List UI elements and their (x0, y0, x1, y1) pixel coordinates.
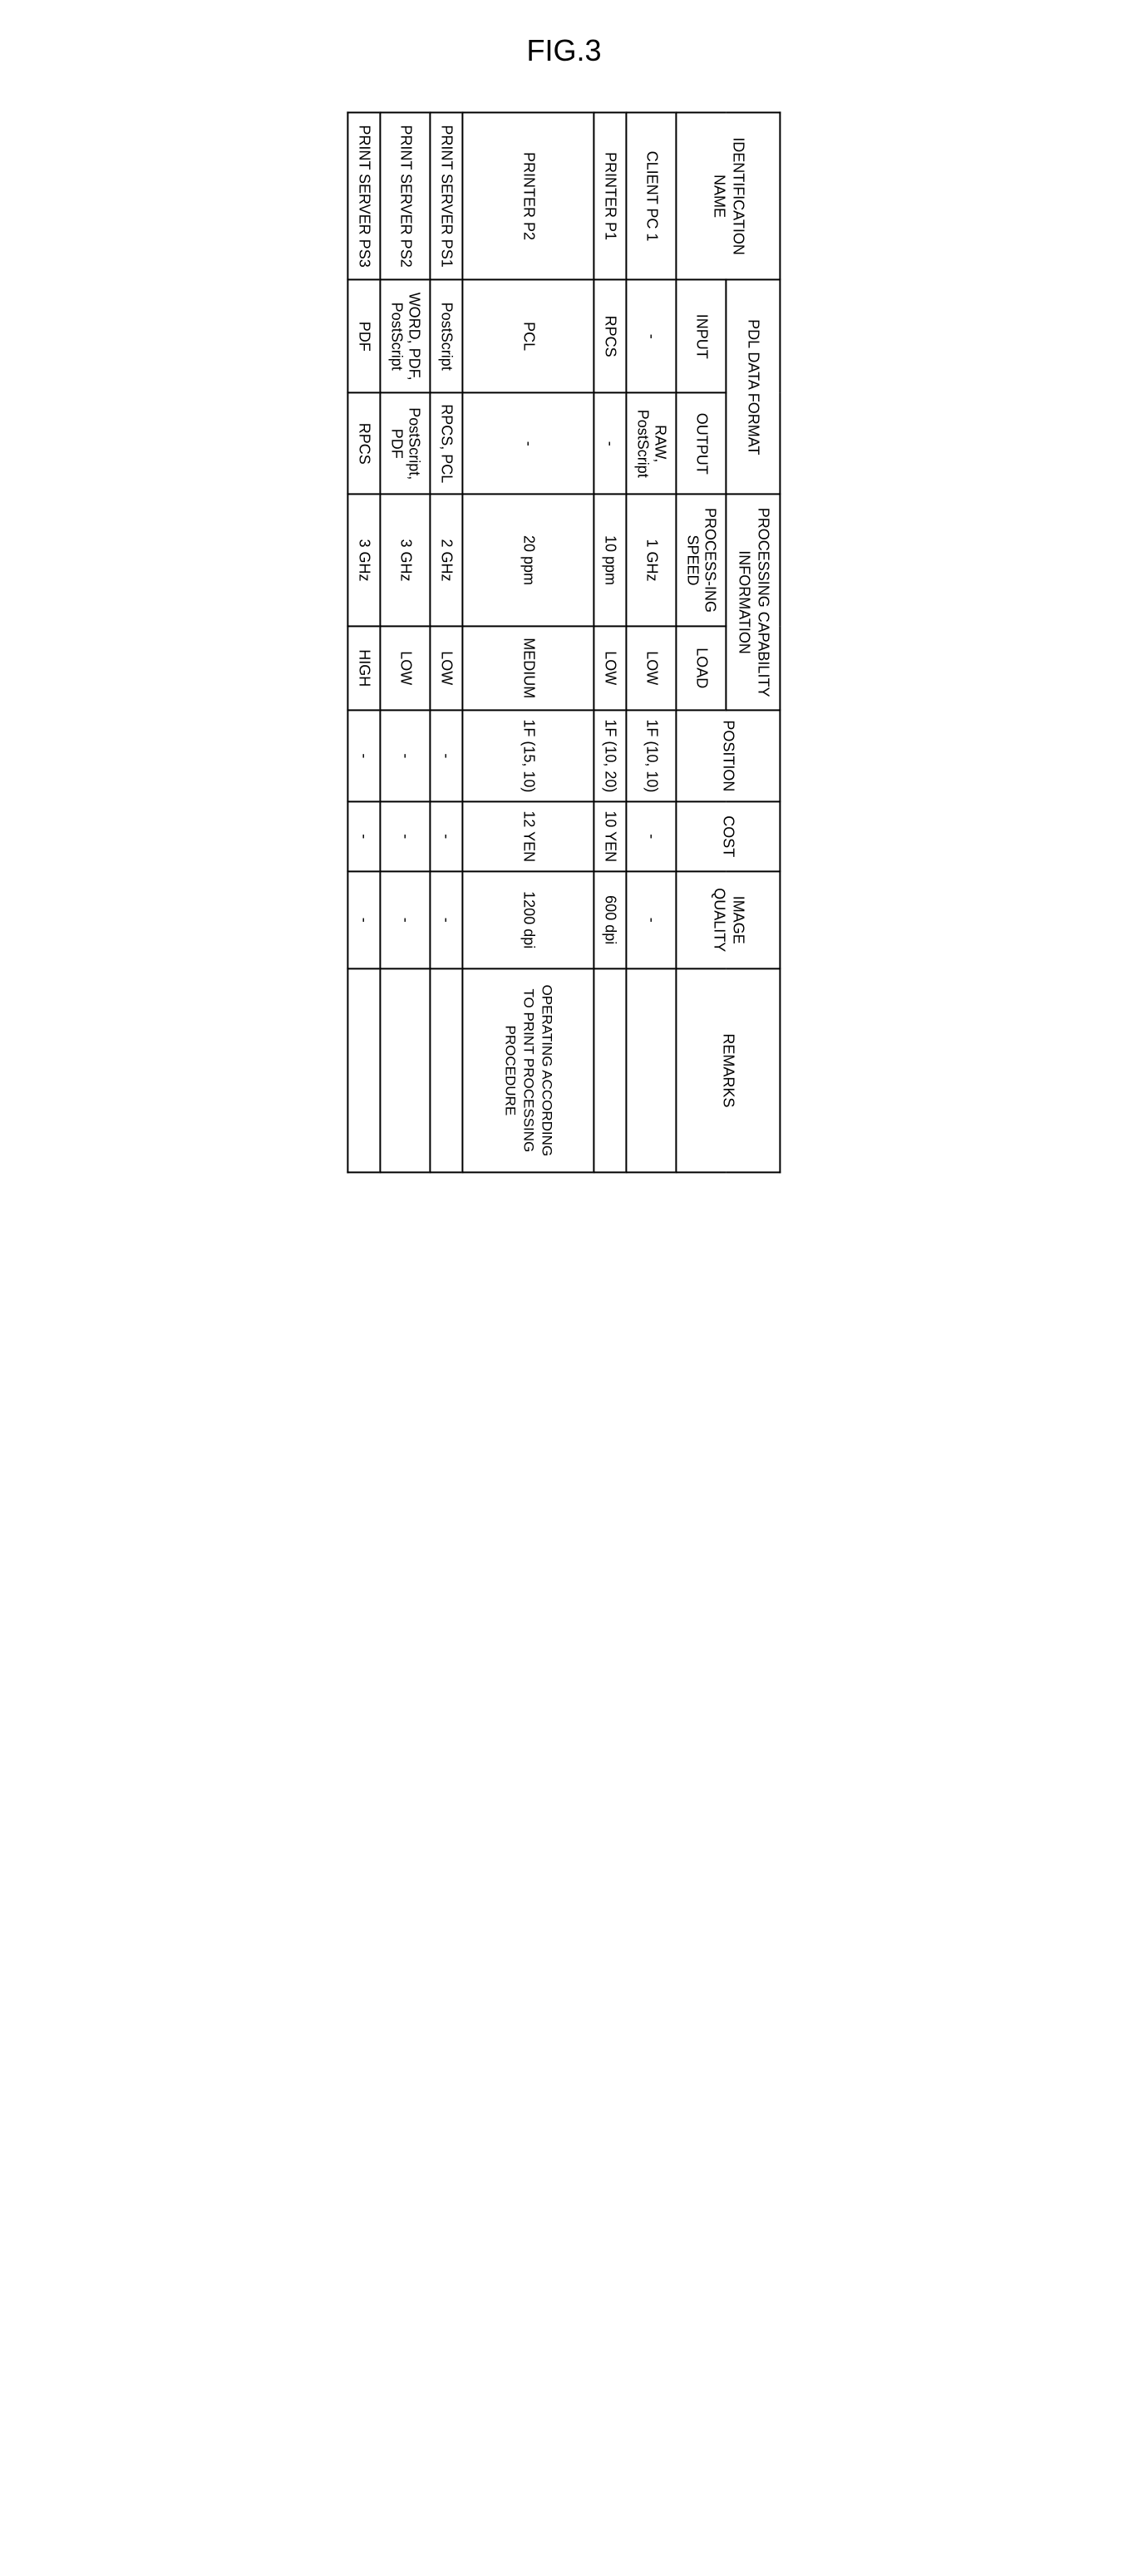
cell-cost: - (381, 801, 431, 871)
cell-image-quality: 1200 dpi (463, 871, 594, 968)
header-proc-speed: PROCESS-ING SPEED (677, 495, 727, 626)
cell-load: MEDIUM (463, 626, 594, 710)
cell-remarks (381, 968, 431, 1172)
cell-image-quality: 600 dpi (594, 871, 627, 968)
cell-speed: 20 ppm (463, 495, 594, 626)
cell-load: HIGH (348, 626, 381, 710)
header-cost: COST (677, 801, 781, 871)
capability-table: IDENTIFICATION NAME PDL DATA FORMAT PROC… (347, 111, 781, 1173)
cell-id: CLIENT PC 1 (627, 112, 677, 279)
cell-input: - (627, 280, 677, 393)
cell-remarks (431, 968, 463, 1172)
cell-position: - (348, 710, 381, 801)
cell-image-quality: - (348, 871, 381, 968)
cell-id: PRINT SERVER PS1 (431, 112, 463, 279)
cell-id: PRINT SERVER PS2 (381, 112, 431, 279)
cell-remarks (627, 968, 677, 1172)
header-pdl-input: INPUT (677, 280, 727, 393)
cell-input: WORD, PDF, PostScript (381, 280, 431, 393)
figure-title: FIG.3 (526, 33, 601, 68)
cell-input: RPCS (594, 280, 627, 393)
cell-cost: - (348, 801, 381, 871)
cell-position: - (431, 710, 463, 801)
table-body: CLIENT PC 1 - RAW, PostScript 1 GHz LOW … (348, 112, 677, 1172)
cell-id: PRINTER P2 (463, 112, 594, 279)
cell-input: PostScript (431, 280, 463, 393)
cell-cost: - (431, 801, 463, 871)
cell-speed: 10 ppm (594, 495, 627, 626)
cell-position: - (381, 710, 431, 801)
cell-output: - (463, 393, 594, 495)
cell-output: RAW, PostScript (627, 393, 677, 495)
cell-cost: 12 YEN (463, 801, 594, 871)
header-id-name: IDENTIFICATION NAME (677, 112, 781, 279)
cell-speed: 1 GHz (627, 495, 677, 626)
header-proc-cap: PROCESSING CAPABILITY INFORMATION (727, 495, 781, 711)
table-row: PRINTER P2 PCL - 20 ppm MEDIUM 1F (15, 1… (463, 112, 594, 1172)
cell-output: RPCS, PCL (431, 393, 463, 495)
cell-remarks (348, 968, 381, 1172)
header-position: POSITION (677, 710, 781, 801)
cell-load: LOW (627, 626, 677, 710)
cell-image-quality: - (627, 871, 677, 968)
header-proc-load: LOAD (677, 626, 727, 710)
cell-cost: - (627, 801, 677, 871)
cell-image-quality: - (381, 871, 431, 968)
table-row: PRINT SERVER PS1 PostScript RPCS, PCL 2 … (431, 112, 463, 1172)
cell-load: LOW (381, 626, 431, 710)
cell-speed: 3 GHz (348, 495, 381, 626)
table-row: PRINTER P1 RPCS - 10 ppm LOW 1F (10, 20)… (594, 112, 627, 1172)
cell-load: LOW (431, 626, 463, 710)
cell-image-quality: - (431, 871, 463, 968)
cell-input: PDF (348, 280, 381, 393)
cell-position: 1F (10, 20) (594, 710, 627, 801)
cell-output: - (594, 393, 627, 495)
cell-position: 1F (10, 10) (627, 710, 677, 801)
table-row: PRINT SERVER PS2 WORD, PDF, PostScript P… (381, 112, 431, 1172)
cell-remarks (594, 968, 627, 1172)
cell-output: RPCS (348, 393, 381, 495)
table-row: CLIENT PC 1 - RAW, PostScript 1 GHz LOW … (627, 112, 677, 1172)
cell-load: LOW (594, 626, 627, 710)
header-pdl-output: OUTPUT (677, 393, 727, 495)
cell-input: PCL (463, 280, 594, 393)
cell-speed: 3 GHz (381, 495, 431, 626)
cell-cost: 10 YEN (594, 801, 627, 871)
cell-remarks: OPERATING ACCORDING TO PRINT PROCESSING … (463, 968, 594, 1172)
cell-speed: 2 GHz (431, 495, 463, 626)
header-pdl-format: PDL DATA FORMAT (727, 280, 781, 495)
cell-id: PRINTER P1 (594, 112, 627, 279)
table-row: PRINT SERVER PS3 PDF RPCS 3 GHz HIGH - -… (348, 112, 381, 1172)
header-remarks: REMARKS (677, 968, 781, 1172)
cell-output: PostScript, PDF (381, 393, 431, 495)
cell-id: PRINT SERVER PS3 (348, 112, 381, 279)
cell-position: 1F (15, 10) (463, 710, 594, 801)
header-image-quality: IMAGE QUALITY (677, 871, 781, 968)
